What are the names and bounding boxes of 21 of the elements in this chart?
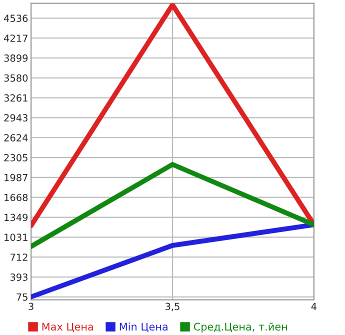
y-tick-label: 2943 bbox=[4, 114, 28, 122]
legend-label: Max Цена bbox=[42, 322, 93, 332]
x-tick-label: 4 bbox=[311, 302, 316, 310]
legend-label: Сред.Цена, т.йен bbox=[194, 322, 287, 333]
y-tick-label: 712 bbox=[10, 254, 28, 261]
y-tick-label: 1668 bbox=[4, 194, 28, 202]
y-tick-label: 4217 bbox=[4, 34, 28, 42]
legend-label: Min Цена bbox=[120, 322, 168, 332]
y-tick-label: 2624 bbox=[4, 134, 28, 142]
y-tick-label: 1349 bbox=[4, 214, 28, 222]
y-tick-label: 1031 bbox=[4, 234, 28, 241]
y-tick-label: 75 bbox=[16, 293, 28, 301]
y-tick-label: 3580 bbox=[4, 74, 28, 82]
y-tick-label: 3899 bbox=[4, 54, 28, 62]
y-tick-label: 1987 bbox=[4, 174, 28, 182]
y-tick-label: 2305 bbox=[4, 154, 28, 162]
x-tick-label: 3,5 bbox=[166, 302, 180, 312]
x-tick-label: 3 bbox=[28, 302, 34, 310]
y-tick-label: 3261 bbox=[4, 94, 28, 102]
y-tick-label: 4536 bbox=[4, 14, 28, 22]
y-tick-label: 393 bbox=[10, 273, 28, 281]
